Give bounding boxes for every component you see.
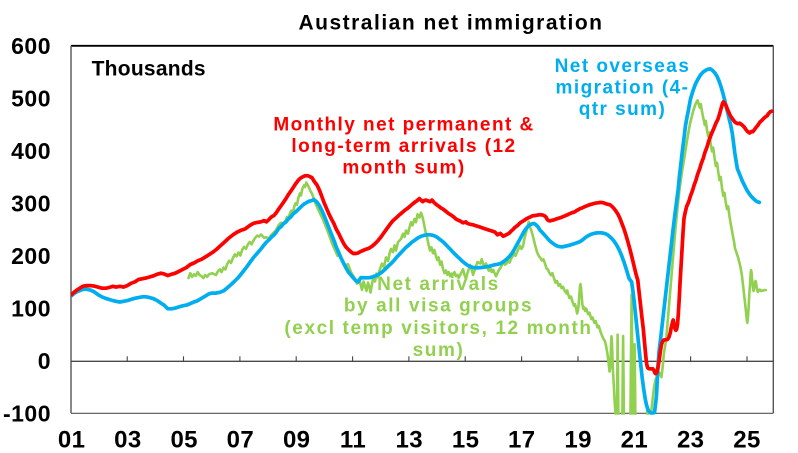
- svg-text:200: 200: [11, 243, 51, 269]
- svg-text:by all visa groups: by all visa groups: [344, 296, 533, 317]
- svg-text:Thousands: Thousands: [92, 57, 206, 80]
- svg-text:07: 07: [227, 427, 255, 453]
- svg-text:01: 01: [58, 427, 86, 453]
- svg-text:0: 0: [38, 348, 51, 374]
- svg-text:qtr sum): qtr sum): [579, 99, 667, 120]
- svg-text:600: 600: [11, 33, 51, 59]
- svg-text:05: 05: [170, 427, 198, 453]
- svg-text:long-term arrivals (12: long-term arrivals (12: [291, 136, 516, 157]
- svg-text:100: 100: [11, 296, 51, 322]
- svg-text:Australian net immigration: Australian net immigration: [298, 12, 603, 35]
- svg-text:300: 300: [11, 191, 51, 217]
- svg-text:(excl temp visitors, 12 month: (excl temp visitors, 12 month: [284, 318, 592, 339]
- svg-text:15: 15: [452, 427, 480, 453]
- svg-text:month sum): month sum): [342, 158, 465, 179]
- svg-text:-100: -100: [3, 401, 51, 427]
- svg-text:23: 23: [677, 427, 705, 453]
- svg-text:09: 09: [283, 427, 311, 453]
- svg-text:03: 03: [114, 427, 142, 453]
- svg-text:Net arrivals: Net arrivals: [377, 274, 500, 295]
- svg-text:17: 17: [508, 427, 536, 453]
- svg-text:25: 25: [733, 427, 761, 453]
- svg-text:21: 21: [621, 427, 649, 453]
- svg-text:migration (4-: migration (4-: [556, 77, 690, 98]
- svg-text:Net overseas: Net overseas: [555, 56, 691, 77]
- svg-text:19: 19: [564, 427, 592, 453]
- svg-text:11: 11: [340, 427, 366, 453]
- svg-text:500: 500: [11, 86, 51, 112]
- svg-text:400: 400: [11, 138, 51, 164]
- svg-text:sum): sum): [413, 340, 465, 361]
- svg-text:Monthly net permanent &: Monthly net permanent &: [273, 115, 534, 136]
- svg-text:13: 13: [396, 427, 424, 453]
